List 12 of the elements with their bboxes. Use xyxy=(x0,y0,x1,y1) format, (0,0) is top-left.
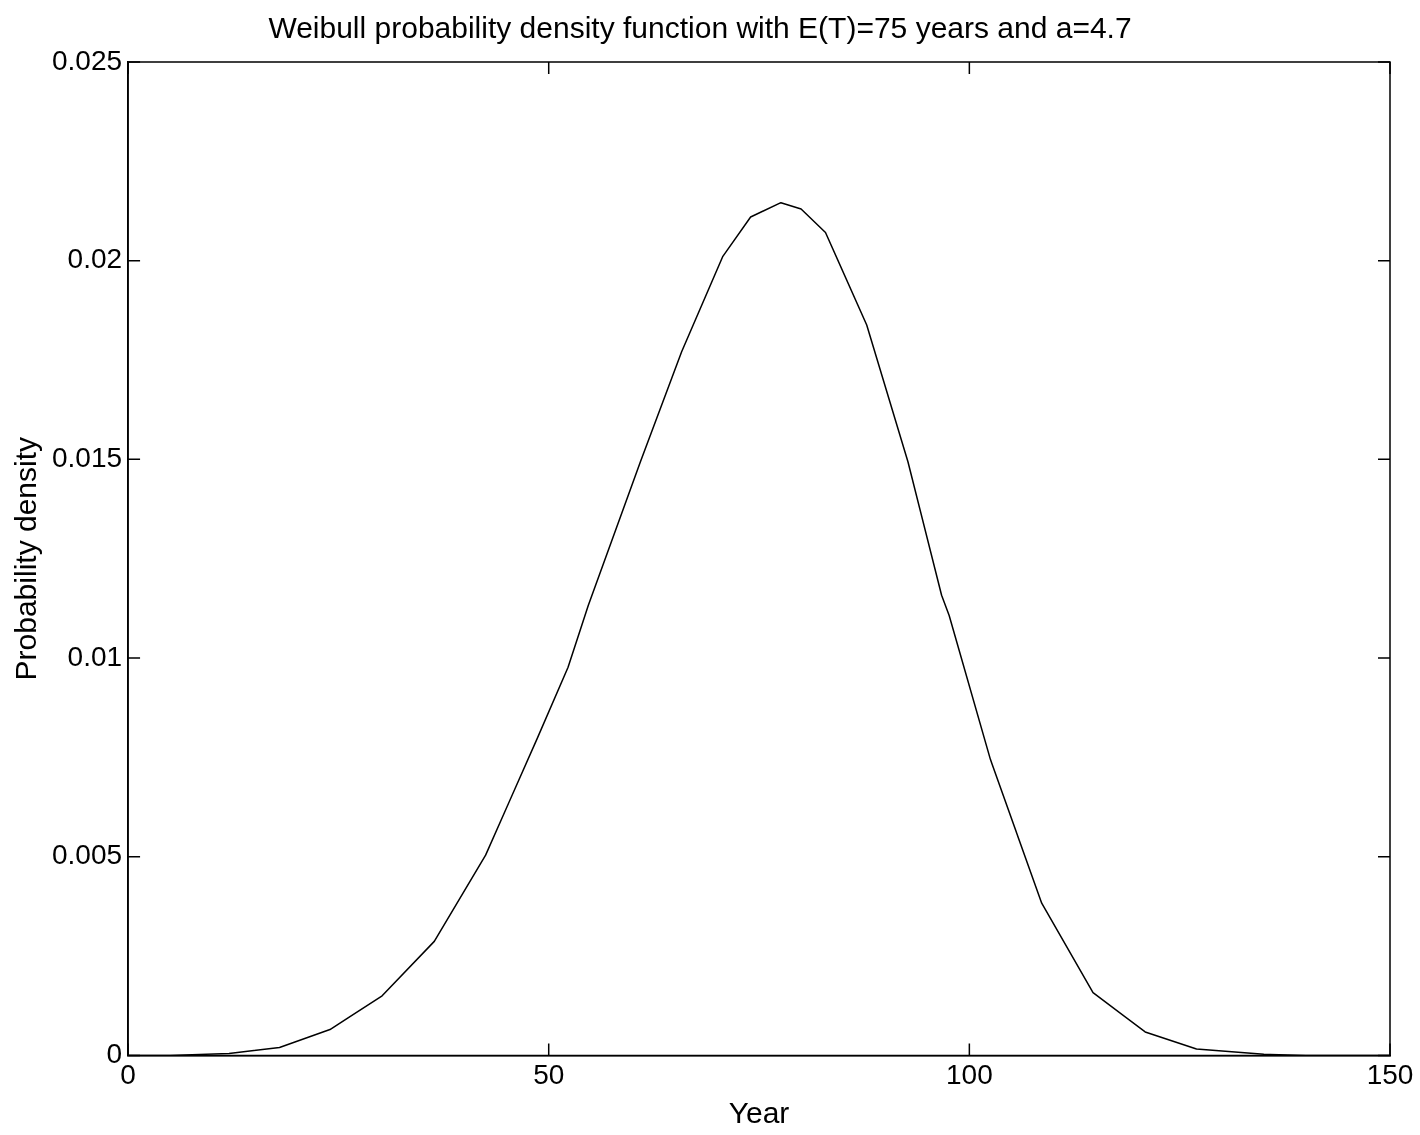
x-tick-label: 150 xyxy=(1366,1058,1414,1090)
y-tick-label: 0.02 xyxy=(67,243,123,275)
x-tick-label: 50 xyxy=(533,1058,565,1090)
x-tick-label: 100 xyxy=(946,1058,993,1090)
y-tick-label: 0.01 xyxy=(67,640,123,672)
y-tick-label: 0.005 xyxy=(51,839,123,871)
y-tick-label: 0 xyxy=(106,1038,123,1070)
y-axis-title: Probability density xyxy=(9,436,43,681)
y-tick-label: 0.015 xyxy=(51,442,123,474)
chart-title: Weibull probability density function with E(T)=75 years and a=4.7 xyxy=(268,11,1132,45)
x-axis-title: Year xyxy=(728,1096,790,1130)
y-tick-label: 0.025 xyxy=(51,44,123,76)
